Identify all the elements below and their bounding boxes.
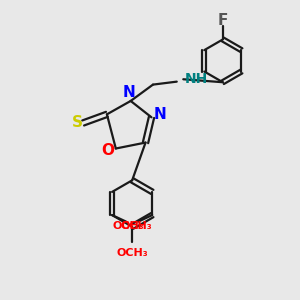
Text: N: N	[153, 107, 166, 122]
Text: OCH₃: OCH₃	[112, 221, 144, 231]
Text: NH: NH	[185, 72, 208, 86]
Text: OCH₃: OCH₃	[121, 221, 152, 231]
Text: F: F	[218, 13, 228, 28]
Text: S: S	[72, 116, 83, 130]
Text: OCH₃: OCH₃	[116, 248, 148, 258]
Text: N: N	[123, 85, 136, 100]
Text: O: O	[101, 142, 114, 158]
